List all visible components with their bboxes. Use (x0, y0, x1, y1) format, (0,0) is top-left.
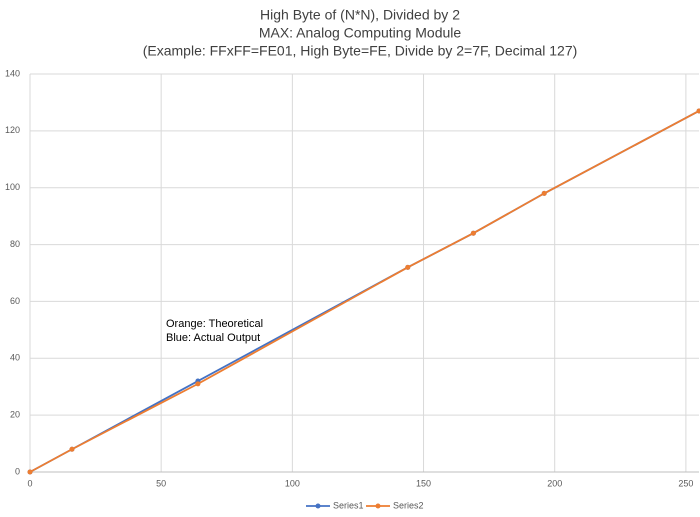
legend-marker (315, 503, 321, 509)
chart-title: MAX: Analog Computing Module (259, 25, 462, 41)
point (541, 190, 547, 196)
legend-label: Series2 (393, 500, 424, 510)
point (405, 264, 411, 270)
legend-marker (375, 503, 381, 509)
x-tick-label: 150 (416, 478, 431, 488)
annotation: Orange: Theoretical (166, 318, 263, 330)
point (27, 469, 33, 475)
point (696, 108, 700, 114)
x-tick-label: 250 (678, 478, 693, 488)
point (69, 446, 75, 452)
y-tick-label: 140 (5, 68, 20, 78)
y-tick-label: 60 (10, 296, 20, 306)
y-tick-label: 0 (15, 466, 20, 476)
y-tick-label: 20 (10, 410, 20, 420)
x-tick-label: 0 (27, 478, 32, 488)
point (195, 381, 201, 387)
point (470, 230, 476, 236)
y-tick-label: 80 (10, 239, 20, 249)
x-tick-label: 100 (285, 478, 300, 488)
x-tick-label: 50 (156, 478, 166, 488)
chart-title: High Byte of (N*N), Divided by 2 (260, 7, 460, 23)
y-tick-label: 40 (10, 353, 20, 363)
chart-title: (Example: FFxFF=FE01, High Byte=FE, Divi… (143, 43, 578, 59)
y-tick-label: 120 (5, 125, 20, 135)
legend-label: Series1 (333, 500, 364, 510)
annotation: Blue: Actual Output (166, 332, 260, 344)
x-tick-label: 200 (547, 478, 562, 488)
y-tick-label: 100 (5, 182, 20, 192)
